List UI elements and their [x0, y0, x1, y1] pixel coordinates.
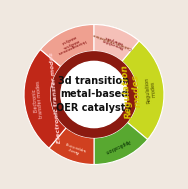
Circle shape: [61, 61, 127, 128]
Wedge shape: [49, 128, 94, 164]
Text: Regulation
modes: Regulation modes: [144, 76, 157, 103]
Wedge shape: [24, 50, 66, 148]
Wedge shape: [122, 41, 164, 139]
Text: Cationic regulation: Cationic regulation: [93, 32, 133, 50]
Text: 3d transition
metal-based
OER catalysts: 3d transition metal-based OER catalysts: [56, 76, 132, 113]
Text: Application: Application: [105, 138, 131, 154]
Text: Perovskite
catalysts: Perovskite catalysts: [101, 34, 125, 49]
Wedge shape: [94, 122, 148, 164]
Wedge shape: [51, 51, 137, 138]
Wedge shape: [40, 25, 94, 67]
Text: Electronic transfer modes: Electronic transfer modes: [49, 52, 62, 144]
Text: Assay
supporting: Assay supporting: [63, 140, 86, 155]
Text: Heterogeneous
catalysis
catalyst: Heterogeneous catalysis catalyst: [53, 31, 87, 55]
Wedge shape: [94, 25, 139, 61]
Text: Electronic
transfer modes: Electronic transfer modes: [31, 80, 44, 119]
Wedge shape: [94, 25, 139, 61]
Text: Regulation
modes: Regulation modes: [121, 63, 144, 119]
